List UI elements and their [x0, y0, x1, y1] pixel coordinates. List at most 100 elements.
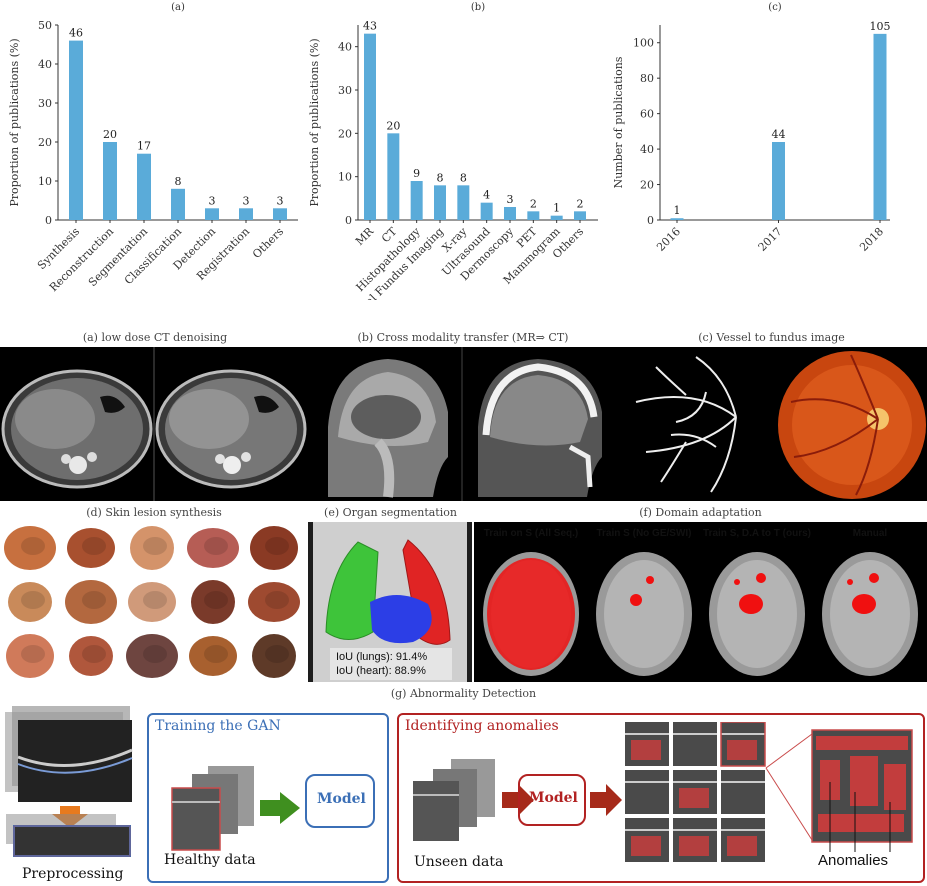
- lesion-mask: [646, 576, 654, 584]
- y-tick-label: 60: [640, 108, 654, 121]
- skin-lesion-shade: [143, 645, 167, 663]
- chart-title: (b): [471, 2, 485, 13]
- y-tick-label: 20: [640, 179, 654, 192]
- model-box-training: [305, 774, 375, 828]
- bar-value-label: 8: [460, 171, 467, 184]
- y-axis-label: Number of publications: [612, 56, 625, 188]
- bar-value-label: 20: [103, 128, 117, 141]
- y-tick-label: 100: [633, 37, 654, 50]
- category-label: 2016: [654, 225, 683, 254]
- bar-value-label: 3: [243, 194, 250, 207]
- bar-value-label: 2: [530, 197, 537, 210]
- skin-lesion-shade: [204, 591, 228, 609]
- bar: [239, 208, 253, 220]
- anomaly-highlight: [727, 740, 757, 760]
- skin-lesion-shade: [265, 537, 289, 555]
- iou-heart: IoU (heart): 88.9%: [336, 665, 426, 677]
- bar-value-label: 2: [577, 197, 584, 210]
- skin-lesion: [4, 526, 56, 570]
- lesion-mask: [734, 579, 740, 585]
- y-tick-label: 0: [345, 214, 352, 227]
- anomaly-highlight: [679, 836, 709, 856]
- skin-lesion: [250, 526, 298, 570]
- y-tick-label: 40: [38, 58, 52, 71]
- bar: [387, 133, 400, 220]
- bar: [873, 33, 887, 221]
- brain-inner: [717, 560, 797, 668]
- caption-cross-modality: (b) Cross modality transfer (MR⇒ CT): [357, 331, 569, 344]
- skin-lesion: [252, 634, 296, 678]
- anomaly-highlight: [631, 836, 661, 856]
- preprocessing-stack: Preprocessing: [0, 702, 140, 886]
- skin-lesion: [189, 636, 237, 676]
- ct-denoising-images: [0, 347, 308, 501]
- model-label-identify: Model: [529, 790, 578, 806]
- skin-lesion-shade: [21, 537, 45, 555]
- y-tick-label: 0: [647, 214, 654, 227]
- model-label-training: Model: [317, 791, 366, 807]
- lesion-mask: [739, 594, 763, 614]
- bar: [273, 208, 287, 220]
- skin-lesion-shade: [82, 591, 106, 609]
- training-gan-box: [147, 713, 389, 883]
- skin-lesion-grid: [0, 522, 306, 682]
- caption-skin-lesion: (d) Skin lesion synthesis: [86, 506, 222, 519]
- y-tick-label: 20: [38, 136, 52, 149]
- skin-lesion: [128, 582, 176, 622]
- bar-value-label: 8: [175, 175, 182, 188]
- caption-abnormality-detection: (g) Abnormality Detection: [390, 687, 537, 700]
- skin-lesion: [126, 634, 178, 678]
- anomaly-highlight: [679, 788, 709, 808]
- iou-lungs: IoU (lungs): 91.4%: [336, 651, 428, 663]
- skin-lesion-shade: [21, 645, 45, 663]
- skin-lesion: [65, 580, 117, 624]
- y-tick-label: 40: [640, 143, 654, 156]
- bar: [670, 218, 684, 220]
- y-tick-label: 50: [38, 19, 52, 32]
- category-label: 2017: [756, 225, 785, 254]
- anomaly-tile: [721, 770, 765, 814]
- unseen-data-label: Unseen data: [414, 854, 504, 870]
- preprocessing-label: Preprocessing: [22, 866, 124, 882]
- bar: [434, 185, 446, 220]
- bar-value-label: 46: [69, 27, 83, 40]
- y-tick-label: 40: [338, 41, 352, 54]
- caption-vessel-fundus: (c) Vessel to fundus image: [698, 331, 845, 344]
- da-column-label: Train on S (All Seq.): [484, 528, 578, 539]
- chart-a: (a) 0 10 20 30 40 50 Proportion of publications…: [8, 2, 298, 294]
- skin-lesion-shade: [82, 645, 106, 663]
- bar: [480, 202, 493, 220]
- ct-head: [478, 359, 602, 497]
- brain-inner: [604, 560, 684, 668]
- skin-lesion: [248, 582, 300, 622]
- skin-lesion: [187, 528, 239, 568]
- skin-lesion-shade: [21, 591, 45, 609]
- category-label: Others: [250, 225, 286, 261]
- caption-low-dose-ct: (a) low dose CT denoising: [82, 331, 228, 344]
- anomaly-grid: [625, 722, 766, 862]
- anomaly-highlight: [631, 740, 661, 760]
- bar-value-label: 43: [363, 20, 377, 33]
- bar: [457, 185, 470, 220]
- y-tick-label: 80: [640, 72, 654, 85]
- lesion-mask: [630, 594, 642, 606]
- category-label: MR: [353, 224, 377, 248]
- skin-lesion-shade: [82, 537, 106, 555]
- ct-slice-noisy: [1, 369, 153, 489]
- bar-value-label: 9: [413, 167, 420, 180]
- bar-value-label: 4: [483, 189, 490, 202]
- skin-lesion-shade: [143, 591, 167, 609]
- anomaly-zoom: [765, 729, 913, 852]
- bar-value-label: 1: [674, 204, 681, 217]
- caption-domain-adaptation: (f) Domain adaptation: [639, 506, 762, 519]
- bar: [137, 153, 151, 220]
- identifying-anomalies-title: Identifying anomalies: [405, 718, 559, 734]
- skin-lesion: [67, 528, 115, 568]
- bar-value-label: 3: [277, 194, 284, 207]
- lesion-mask: [487, 558, 575, 670]
- bar: [364, 33, 376, 220]
- bar-value-label: 44: [772, 128, 786, 141]
- skin-lesion: [8, 582, 52, 622]
- bar: [574, 211, 586, 220]
- training-patches: [171, 766, 300, 851]
